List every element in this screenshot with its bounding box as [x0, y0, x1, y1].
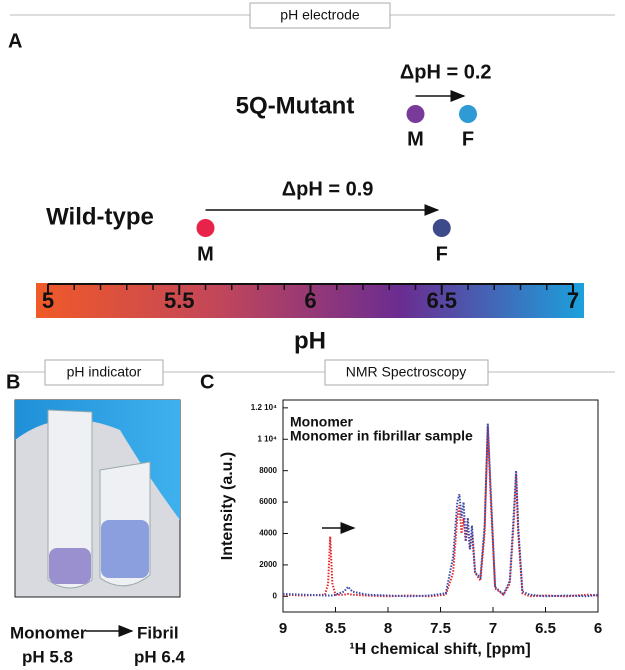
tick-label: 7 — [567, 288, 579, 313]
panel-header: pH indicator — [67, 364, 142, 380]
header-box — [249, 2, 391, 29]
tick-label: 6 — [304, 288, 316, 313]
sample-name: Fibril — [137, 623, 179, 642]
x-tick-label: 8.5 — [325, 620, 346, 637]
sample-ph: pH 6.4 — [134, 647, 186, 666]
axis-label: pH — [294, 327, 326, 354]
legend-entry: Monomer — [290, 414, 354, 430]
header-box — [44, 359, 164, 386]
legend-entry: Monomer in fibrillar sample — [290, 428, 473, 444]
spectrum-line — [282, 423, 599, 598]
panel-label: C — [200, 371, 214, 393]
y-tick-label: 4000 — [259, 529, 277, 538]
sample-name: Monomer — [10, 623, 87, 642]
x-tick-label: 9 — [279, 620, 287, 637]
point-label: F — [462, 128, 474, 150]
x-tick-label: 7 — [489, 620, 497, 637]
y-tick-label: 0 — [273, 591, 278, 600]
x-tick-label: 6 — [594, 620, 602, 637]
y-tick-label: 6000 — [259, 497, 277, 506]
header-box — [324, 359, 489, 386]
delta-label: ΔpH = 0.2 — [400, 61, 492, 83]
photo — [14, 399, 181, 598]
panel-header: NMR Spectroscopy — [346, 364, 467, 380]
tick-label: 6.5 — [426, 288, 457, 313]
point-label: M — [407, 128, 424, 150]
sample-ph: pH 5.8 — [22, 647, 73, 666]
x-axis-label: ¹H chemical shift, [ppm] — [349, 641, 530, 658]
panel-label: B — [6, 371, 20, 393]
tick-label: 5 — [42, 288, 54, 313]
ph-point — [459, 105, 477, 123]
x-tick-label: 6.5 — [535, 620, 556, 637]
x-tick-label: 7.5 — [430, 620, 451, 637]
sample-name: 5Q-Mutant — [236, 92, 355, 119]
tick-label: 5.5 — [164, 288, 195, 313]
point-label: M — [197, 243, 214, 265]
ph-point — [406, 105, 425, 123]
ph-point — [432, 219, 451, 237]
x-tick-label: 8 — [384, 620, 392, 637]
panel-header: pH electrode — [280, 7, 360, 23]
y-tick-label: 8000 — [259, 466, 277, 475]
sample-name: Wild-type — [46, 203, 154, 230]
spectrum-line — [282, 426, 599, 598]
panel-label: A — [8, 30, 22, 52]
point-label: F — [436, 243, 448, 265]
y-tick-label: 1 10⁴ — [257, 434, 277, 443]
y-tick-label: 1.2 10⁴ — [251, 403, 277, 412]
delta-label: ΔpH = 0.9 — [282, 178, 374, 200]
y-axis-label: Intensity (a.u.) — [219, 452, 236, 560]
y-tick-label: 2000 — [259, 560, 277, 569]
ph-point — [196, 219, 215, 237]
